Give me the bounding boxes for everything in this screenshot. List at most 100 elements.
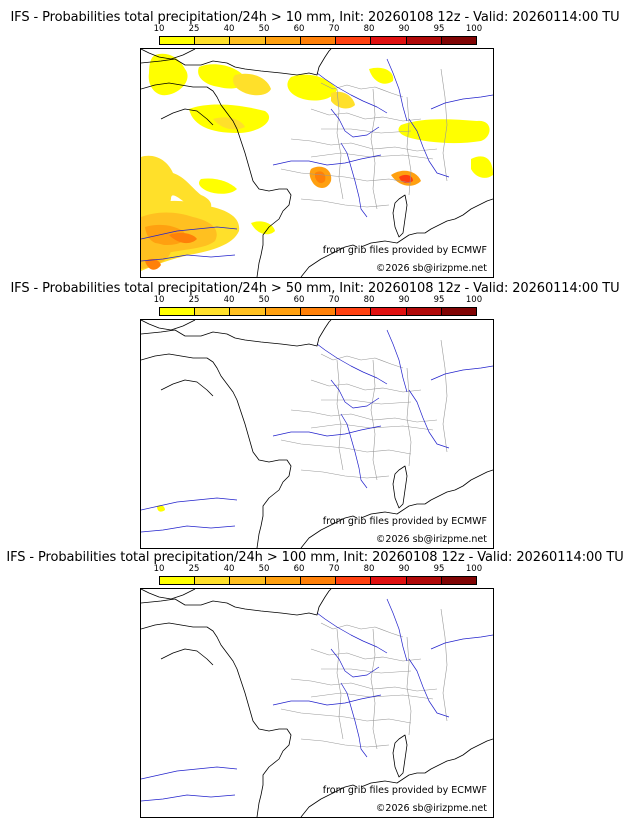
source-credit: from grib files provided by ECMWF — [322, 785, 487, 796]
scale-label: 95 — [433, 564, 445, 574]
river — [272, 154, 382, 166]
river — [386, 329, 408, 393]
scale-label: 10 — [153, 24, 165, 34]
admin-border — [290, 409, 438, 423]
scale-label: 70 — [328, 295, 340, 305]
scale-label: 10 — [153, 564, 165, 574]
scale-label: 80 — [363, 24, 375, 34]
copyright: ©2026 sb@irizpme.net — [375, 803, 487, 814]
panel-50mm: IFS - Probabilities total precipitation/… — [0, 271, 630, 549]
river — [316, 612, 388, 654]
scale-labels: 10 25 40 50 60 70 80 90 95 100 — [154, 295, 494, 307]
scale-label: 60 — [293, 564, 305, 574]
colorbar-bin — [336, 577, 372, 584]
colorbar — [159, 576, 477, 585]
colorbar-bin — [300, 37, 337, 44]
river — [430, 365, 493, 381]
precip-map: from grib files provided by ECMWF ©2026 … — [140, 319, 494, 549]
scale-label: 50 — [258, 295, 270, 305]
scale-label: 50 — [258, 24, 270, 34]
river — [330, 108, 380, 138]
scale-label: 90 — [398, 295, 410, 305]
source-credit: from grib files provided by ECMWF — [322, 245, 487, 256]
river — [141, 497, 238, 511]
colorbar-bin — [371, 308, 407, 315]
admin-border — [310, 379, 422, 393]
source-credit: from grib files provided by ECMWF — [322, 516, 487, 527]
admin-border — [370, 359, 378, 481]
river — [408, 658, 450, 718]
precip-area — [369, 67, 394, 84]
scale-label: 80 — [363, 295, 375, 305]
colorbar-bin — [195, 37, 231, 44]
colorbar-bin — [265, 577, 301, 584]
admin-border — [310, 423, 434, 431]
admin-border — [406, 96, 412, 196]
river — [316, 72, 388, 114]
river — [272, 425, 382, 437]
coastline — [141, 320, 493, 548]
map-canvas — [141, 49, 493, 277]
admin-border — [280, 168, 412, 184]
colorbar-bin — [336, 37, 372, 44]
river — [141, 254, 236, 262]
admin-border — [310, 108, 422, 122]
colorbar-bin — [265, 37, 301, 44]
colorbar-bin — [441, 37, 476, 44]
colorbar-bin — [371, 577, 407, 584]
admin-border — [336, 88, 344, 200]
panel-10mm: IFS - Probabilities total precipitation/… — [0, 0, 630, 278]
river — [340, 413, 368, 489]
panel-title: IFS - Probabilities total precipitation/… — [6, 550, 624, 565]
river — [141, 794, 236, 802]
precip-area — [471, 156, 493, 178]
colorbar-bin — [265, 308, 301, 315]
admin-border — [280, 439, 412, 455]
scale-label: 60 — [293, 295, 305, 305]
scale-labels: 10 25 40 50 60 70 80 90 95 100 — [154, 564, 494, 576]
colorbar-bin — [406, 37, 442, 44]
river — [430, 634, 493, 650]
scale-label: 100 — [465, 295, 483, 305]
river — [408, 389, 450, 449]
admin-border — [300, 469, 390, 479]
scale-label: 100 — [465, 564, 483, 574]
admin-border — [336, 359, 344, 471]
admin-border — [290, 678, 438, 692]
scale-label: 40 — [223, 24, 235, 34]
river — [340, 142, 368, 218]
admin-border — [320, 82, 404, 98]
colorbar-bin — [300, 577, 337, 584]
colorbar-bin — [230, 577, 266, 584]
admin-border — [406, 367, 412, 467]
admin-border — [310, 692, 434, 700]
colorbar-bin — [441, 577, 476, 584]
precip-area — [398, 119, 490, 144]
river — [316, 343, 388, 385]
colorbar-bin — [195, 577, 231, 584]
admin-border — [280, 708, 412, 724]
copyright: ©2026 sb@irizpme.net — [375, 534, 487, 545]
coastline — [141, 49, 493, 277]
map-canvas — [141, 589, 493, 817]
colorbar-bin — [441, 308, 476, 315]
admin-border — [321, 399, 412, 405]
admin-border — [370, 88, 378, 210]
scale-label: 10 — [153, 295, 165, 305]
scale-label: 90 — [398, 564, 410, 574]
scale-label: 70 — [328, 564, 340, 574]
river — [141, 766, 238, 780]
coastline — [141, 589, 214, 666]
river — [330, 379, 380, 409]
precip-area — [213, 117, 245, 130]
admin-border — [440, 339, 448, 453]
precip-map: from grib files provided by ECMWF ©2026 … — [140, 588, 494, 818]
island-corsica — [392, 734, 408, 778]
panel-title: IFS - Probabilities total precipitation/… — [10, 10, 620, 25]
precip-area — [199, 178, 237, 194]
panel-100mm: IFS - Probabilities total precipitation/… — [0, 540, 630, 818]
precip-area — [169, 232, 197, 244]
precip-area — [251, 221, 275, 235]
island-corsica — [392, 465, 408, 509]
admin-border — [440, 68, 448, 182]
